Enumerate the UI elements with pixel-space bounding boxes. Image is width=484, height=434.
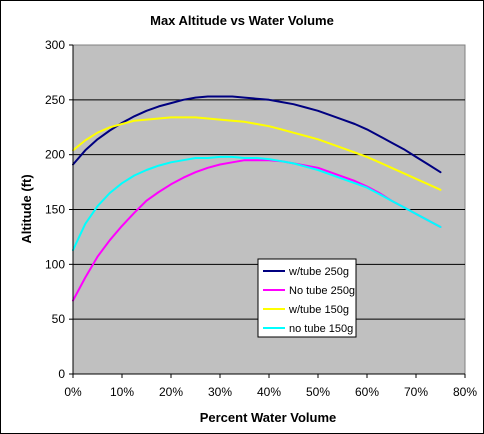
y-tick-label: 50 (52, 312, 66, 326)
x-axis-label: Percent Water Volume (200, 410, 337, 425)
legend-label-3: w/tube 150g (288, 304, 349, 316)
y-tick-label: 200 (45, 148, 65, 162)
y-tick-label: 250 (45, 93, 65, 107)
chart-title: Max Altitude vs Water Volume (150, 13, 334, 28)
x-axis-ticks: 0% 10% 20% 30% 40% 50% 60% 70% 80% (64, 374, 477, 399)
legend-label-1: w/tube 250g (288, 266, 349, 278)
x-tick-label: 50% (306, 385, 330, 399)
x-tick-label: 30% (208, 385, 232, 399)
series-line-1 (72, 95, 442, 174)
legend-label-4: no tube 150g (289, 323, 353, 335)
series-line-3 (72, 116, 442, 191)
y-tick-label: 150 (45, 203, 65, 217)
x-tick-label: 80% (453, 385, 477, 399)
y-tick-label: 100 (45, 257, 65, 271)
x-tick-label: 0% (64, 385, 82, 399)
y-axis-label: Altitude (ft) (19, 174, 34, 243)
y-tick-label: 0 (58, 367, 65, 381)
series-lines (72, 95, 442, 302)
legend: w/tube 250g No tube 250g w/tube 150g no tub… (257, 258, 357, 338)
x-tick-label: 10% (110, 385, 134, 399)
x-tick-label: 60% (355, 385, 379, 399)
y-axis-ticks: 0 50 100 150 200 250 300 (45, 38, 73, 381)
y-tick-label: 300 (45, 38, 65, 52)
legend-label-2: No tube 250g (289, 285, 355, 297)
x-tick-label: 20% (159, 385, 183, 399)
x-tick-label: 40% (257, 385, 281, 399)
x-tick-label: 70% (404, 385, 428, 399)
legend-box (257, 258, 357, 338)
series-line-4 (72, 155, 442, 252)
